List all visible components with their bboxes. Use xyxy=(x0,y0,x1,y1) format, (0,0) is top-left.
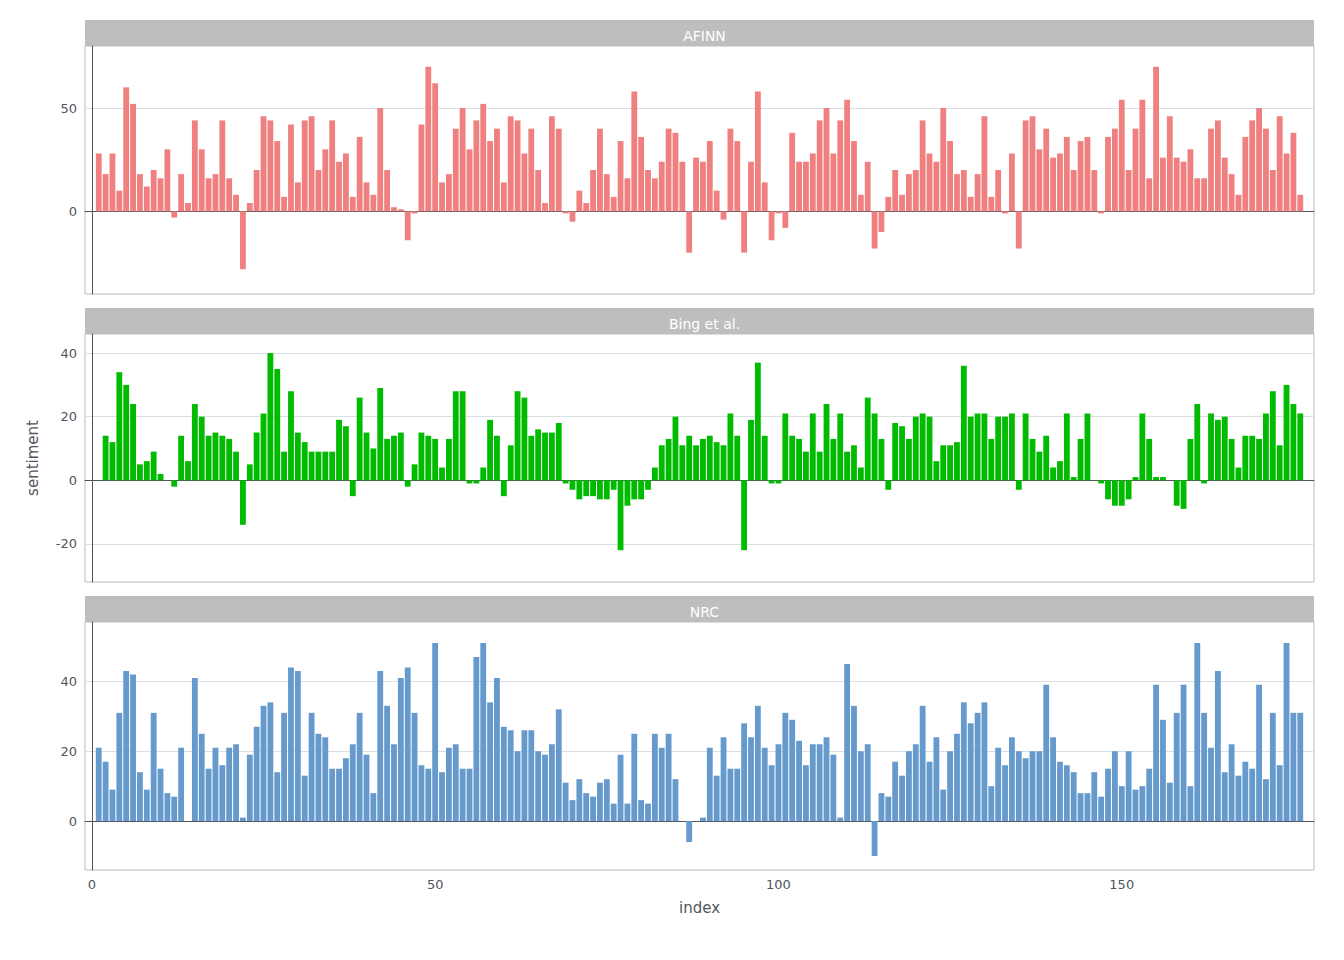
svg-text:50: 50 xyxy=(427,877,444,892)
svg-text:-20: -20 xyxy=(56,536,77,551)
svg-text:40: 40 xyxy=(60,674,77,689)
svg-text:20: 20 xyxy=(60,744,77,759)
svg-text:0: 0 xyxy=(88,877,96,892)
svg-text:Bing et al.: Bing et al. xyxy=(669,316,740,332)
svg-text:40: 40 xyxy=(60,346,77,361)
svg-text:0: 0 xyxy=(69,814,77,829)
svg-text:0: 0 xyxy=(69,473,77,488)
svg-text:AFINN: AFINN xyxy=(683,28,726,44)
svg-text:index: index xyxy=(679,899,720,917)
svg-text:100: 100 xyxy=(766,877,791,892)
svg-text:sentiment: sentiment xyxy=(24,420,42,496)
svg-text:NRC: NRC xyxy=(690,604,720,620)
svg-text:0: 0 xyxy=(69,204,77,219)
svg-text:150: 150 xyxy=(1109,877,1134,892)
svg-text:50: 50 xyxy=(60,101,77,116)
svg-text:20: 20 xyxy=(60,409,77,424)
